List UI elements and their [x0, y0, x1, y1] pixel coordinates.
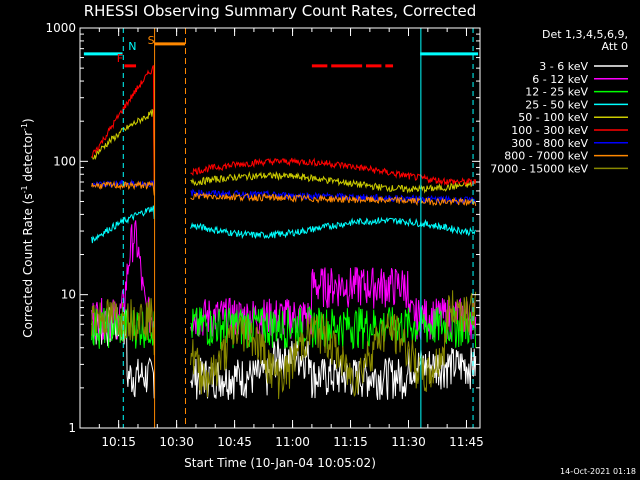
y-axis-label-sup1: -1	[20, 185, 29, 193]
plot-frame	[79, 27, 481, 429]
chart-title: RHESSI Observing Summary Count Rates, Co…	[84, 2, 477, 20]
footer-timestamp: 14-Oct-2021 01:18	[560, 467, 636, 476]
x-axis-label: Start Time (10-Jan-04 10:05:02)	[184, 456, 376, 470]
legend-label: 50 - 100 keV	[518, 111, 588, 124]
flag-letter-s: S	[148, 34, 155, 47]
y-axis-label-sup2: -1	[20, 123, 29, 131]
x-tick-label: 10:45	[217, 435, 252, 449]
y-tick-label: 1000	[45, 21, 76, 35]
legend-label: 3 - 6 keV	[539, 60, 588, 73]
series-100-300-kev	[91, 65, 477, 187]
legend-label: 7000 - 15000 keV	[490, 162, 588, 175]
legend-label: 100 - 300 keV	[511, 124, 588, 137]
legend-header-2: Att 0	[602, 40, 628, 53]
y-tick-label: 10	[61, 288, 76, 302]
y-axis-label: Corrected Count Rate (s-1 detector-1)	[20, 118, 35, 337]
legend-label: 300 - 800 keV	[511, 137, 588, 150]
legend-header-1: Det 1,3,4,5,6,9,	[542, 28, 628, 41]
legend-label: 12 - 25 keV	[525, 86, 588, 99]
y-axis: 1 10 100 1000	[45, 21, 480, 435]
legend-label: 25 - 50 keV	[525, 98, 588, 111]
series-line	[190, 290, 477, 400]
series-line	[190, 170, 477, 194]
x-tick-label: 11:45	[449, 435, 484, 449]
x-axis: 10:15 10:30 10:45 11:00 11:15 11:30 11:45	[79, 28, 484, 449]
y-axis-label-mid: detector	[21, 131, 35, 186]
y-axis-label-end: )	[21, 118, 35, 123]
series-line	[190, 188, 477, 205]
x-tick-label: 11:00	[275, 435, 310, 449]
series-7000-15000-kev	[91, 290, 477, 400]
legend-label: 800 - 7000 keV	[504, 150, 588, 163]
series-line	[190, 338, 477, 400]
y-tick-label: 1	[68, 421, 76, 435]
series-25-50-kev	[91, 205, 477, 244]
x-tick-label: 10:30	[159, 435, 194, 449]
x-tick-label: 11:15	[333, 435, 368, 449]
y-axis-label-main: Corrected Count Rate (s	[21, 193, 35, 337]
series-50-100-kev	[91, 108, 477, 194]
series-line	[190, 191, 477, 207]
series-line	[190, 157, 477, 187]
flag-letter-n: N	[128, 40, 136, 53]
series-line	[91, 298, 155, 356]
x-tick-label: 11:30	[391, 435, 426, 449]
y-tick-label: 100	[53, 154, 76, 168]
series-line	[190, 216, 477, 240]
x-tick-label: 10:15	[101, 435, 136, 449]
flag-letter-f: F	[117, 52, 123, 65]
legend-label: 6 - 12 keV	[532, 73, 588, 86]
